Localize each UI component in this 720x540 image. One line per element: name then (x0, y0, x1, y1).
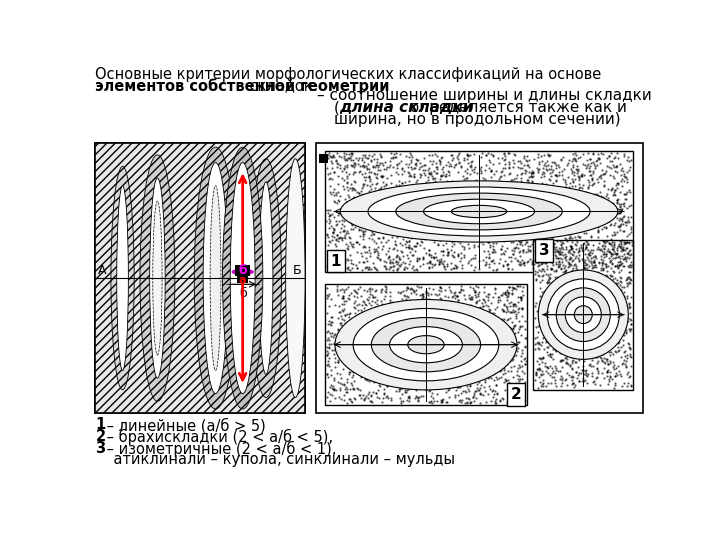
Text: атиклинали – купола, синклинали – мульды: атиклинали – купола, синклинали – мульды (96, 452, 456, 467)
Bar (319, 154, 328, 164)
Ellipse shape (140, 155, 175, 401)
Ellipse shape (408, 336, 444, 354)
Ellipse shape (335, 300, 517, 390)
Bar (96, 143, 305, 413)
Bar (315, 143, 642, 413)
Ellipse shape (111, 166, 134, 390)
Text: (: ( (334, 100, 340, 115)
Ellipse shape (194, 147, 237, 409)
Text: б: б (238, 264, 247, 277)
Text: ширина, но в продольном сечении): ширина, но в продольном сечении) (334, 112, 621, 127)
Bar (325, 151, 634, 272)
Text: 2: 2 (96, 429, 106, 444)
Ellipse shape (222, 147, 263, 409)
Text: складок:: складок: (245, 79, 318, 93)
Text: элементов собственной геометрии: элементов собственной геометрии (96, 79, 390, 94)
Ellipse shape (210, 186, 221, 370)
Ellipse shape (117, 186, 128, 370)
Ellipse shape (286, 159, 305, 397)
Text: 2: 2 (511, 387, 521, 402)
Ellipse shape (230, 163, 255, 394)
Ellipse shape (451, 205, 507, 218)
Bar (238, 273, 248, 283)
Text: 1: 1 (96, 417, 106, 433)
Ellipse shape (341, 181, 618, 242)
Ellipse shape (372, 318, 480, 372)
Ellipse shape (557, 288, 611, 341)
Bar (325, 284, 527, 405)
Ellipse shape (368, 187, 590, 236)
Text: б: б (239, 287, 246, 300)
Ellipse shape (150, 178, 165, 378)
Ellipse shape (575, 306, 593, 323)
Text: – соотношение ширины и длины складки: – соотношение ширины и длины складки (317, 88, 652, 103)
Text: 1: 1 (330, 254, 341, 268)
Ellipse shape (565, 297, 601, 333)
Text: A: A (98, 264, 107, 276)
Text: 3: 3 (96, 441, 106, 456)
Text: длина складки: длина складки (340, 100, 474, 115)
Text: – брахискладки (2 < а/б < 5),: – брахискладки (2 < а/б < 5), (102, 429, 333, 445)
Ellipse shape (539, 270, 629, 359)
Ellipse shape (259, 182, 273, 374)
Text: – изометричные (2 < а/б < 1),: – изометричные (2 < а/б < 1), (102, 441, 336, 457)
Ellipse shape (390, 327, 462, 363)
Bar (235, 265, 251, 276)
Ellipse shape (353, 308, 499, 381)
Text: а: а (239, 275, 246, 285)
Ellipse shape (547, 279, 619, 350)
Text: 3: 3 (539, 243, 549, 258)
Bar (534, 240, 634, 390)
Ellipse shape (396, 193, 562, 230)
Text: – линейные (а/б > 5): – линейные (а/б > 5) (102, 417, 266, 433)
Ellipse shape (153, 201, 162, 355)
Text: Б: Б (293, 264, 302, 276)
Text: Основные критерии морфологических классификаций на основе: Основные критерии морфологических класси… (96, 67, 602, 82)
Ellipse shape (423, 199, 534, 224)
Text: определяется также как и: определяется также как и (405, 100, 627, 115)
Ellipse shape (203, 163, 228, 394)
Ellipse shape (251, 159, 282, 397)
Bar (96, 143, 305, 413)
